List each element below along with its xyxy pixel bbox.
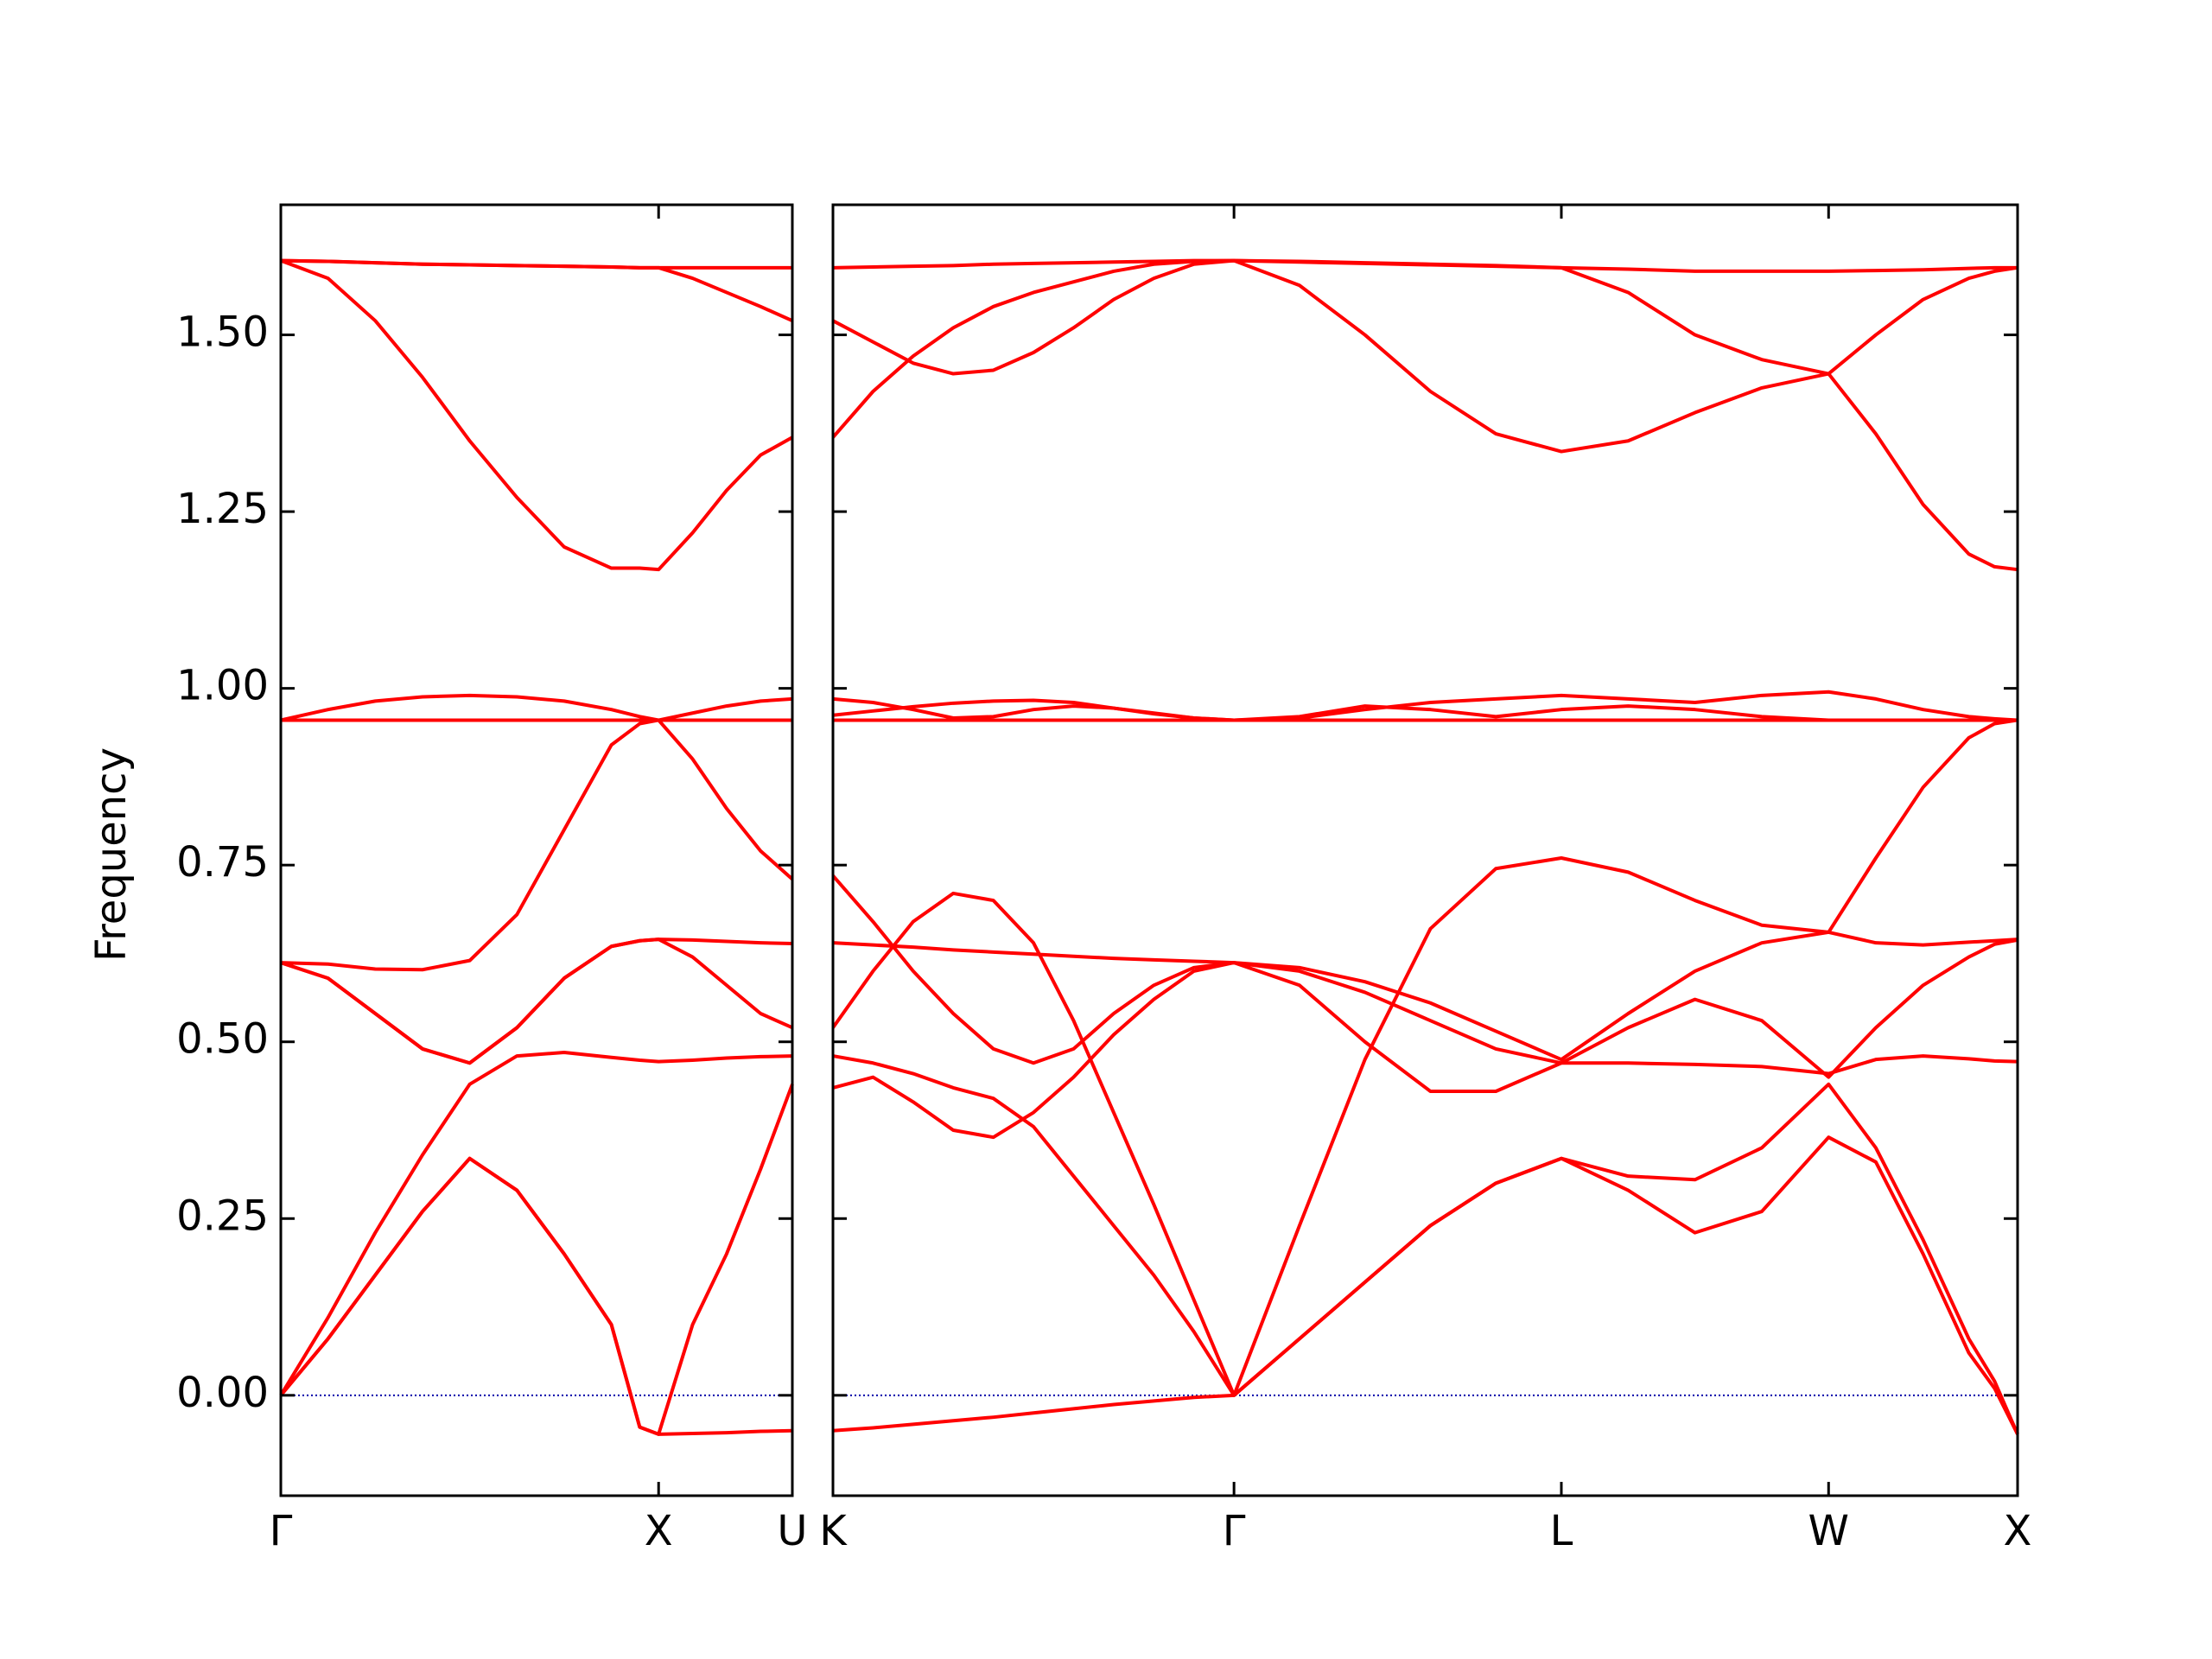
- y-tick-label: 0.00: [176, 1369, 269, 1417]
- y-tick-label: 1.50: [176, 308, 269, 357]
- band-line: [280, 693, 793, 722]
- band-line: [831, 874, 2018, 1079]
- band-line: [832, 930, 2018, 1062]
- y-tick-label: 1.00: [176, 662, 269, 710]
- y-axis-label: Frequency: [87, 747, 136, 962]
- x-tick-label: U: [777, 1507, 807, 1555]
- x-tick-label: X: [645, 1507, 673, 1555]
- band-line: [832, 698, 2018, 722]
- x-tick-label: K: [819, 1507, 848, 1555]
- band-line: [280, 258, 793, 572]
- band-line: [832, 1082, 2019, 1435]
- band-line: [279, 1156, 793, 1436]
- x-tick-label: Γ: [1223, 1507, 1246, 1555]
- band-line: [832, 1054, 2019, 1435]
- x-tick-label: Γ: [270, 1507, 293, 1555]
- band-line: [832, 961, 2018, 1140]
- y-tick-label: 0.25: [176, 1192, 269, 1240]
- band-line: [832, 258, 2018, 376]
- x-tick-label: L: [1550, 1507, 1573, 1555]
- y-tick-label: 0.75: [176, 838, 269, 887]
- x-tick-label: X: [2004, 1507, 2032, 1555]
- band-line: [279, 1051, 793, 1396]
- x-tick-label: W: [1808, 1507, 1849, 1555]
- band-line: [279, 1084, 794, 1436]
- band-line: [831, 718, 2018, 1397]
- band-line: [280, 258, 793, 323]
- y-tick-label: 0.50: [176, 1015, 269, 1064]
- band-line: [832, 690, 2018, 722]
- axes-frame: [831, 203, 2019, 1497]
- y-tick-label: 1.25: [176, 485, 269, 533]
- band-line: [280, 718, 794, 972]
- axes-frame: [279, 203, 794, 1497]
- band-line: [831, 258, 2018, 572]
- band-line: [280, 938, 793, 1065]
